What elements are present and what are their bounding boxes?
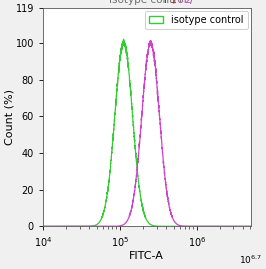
Text: $10^{6.7}$: $10^{6.7}$ [239,254,262,266]
Text: /: / [170,0,180,5]
Y-axis label: Count (%): Count (%) [4,89,14,145]
Text: isotype control /: isotype control / [109,0,196,5]
Legend: isotype control: isotype control [145,11,248,29]
Text: P2: P2 [179,0,192,5]
X-axis label: FITC-A: FITC-A [129,250,164,261]
Text: P1: P1 [164,0,176,5]
